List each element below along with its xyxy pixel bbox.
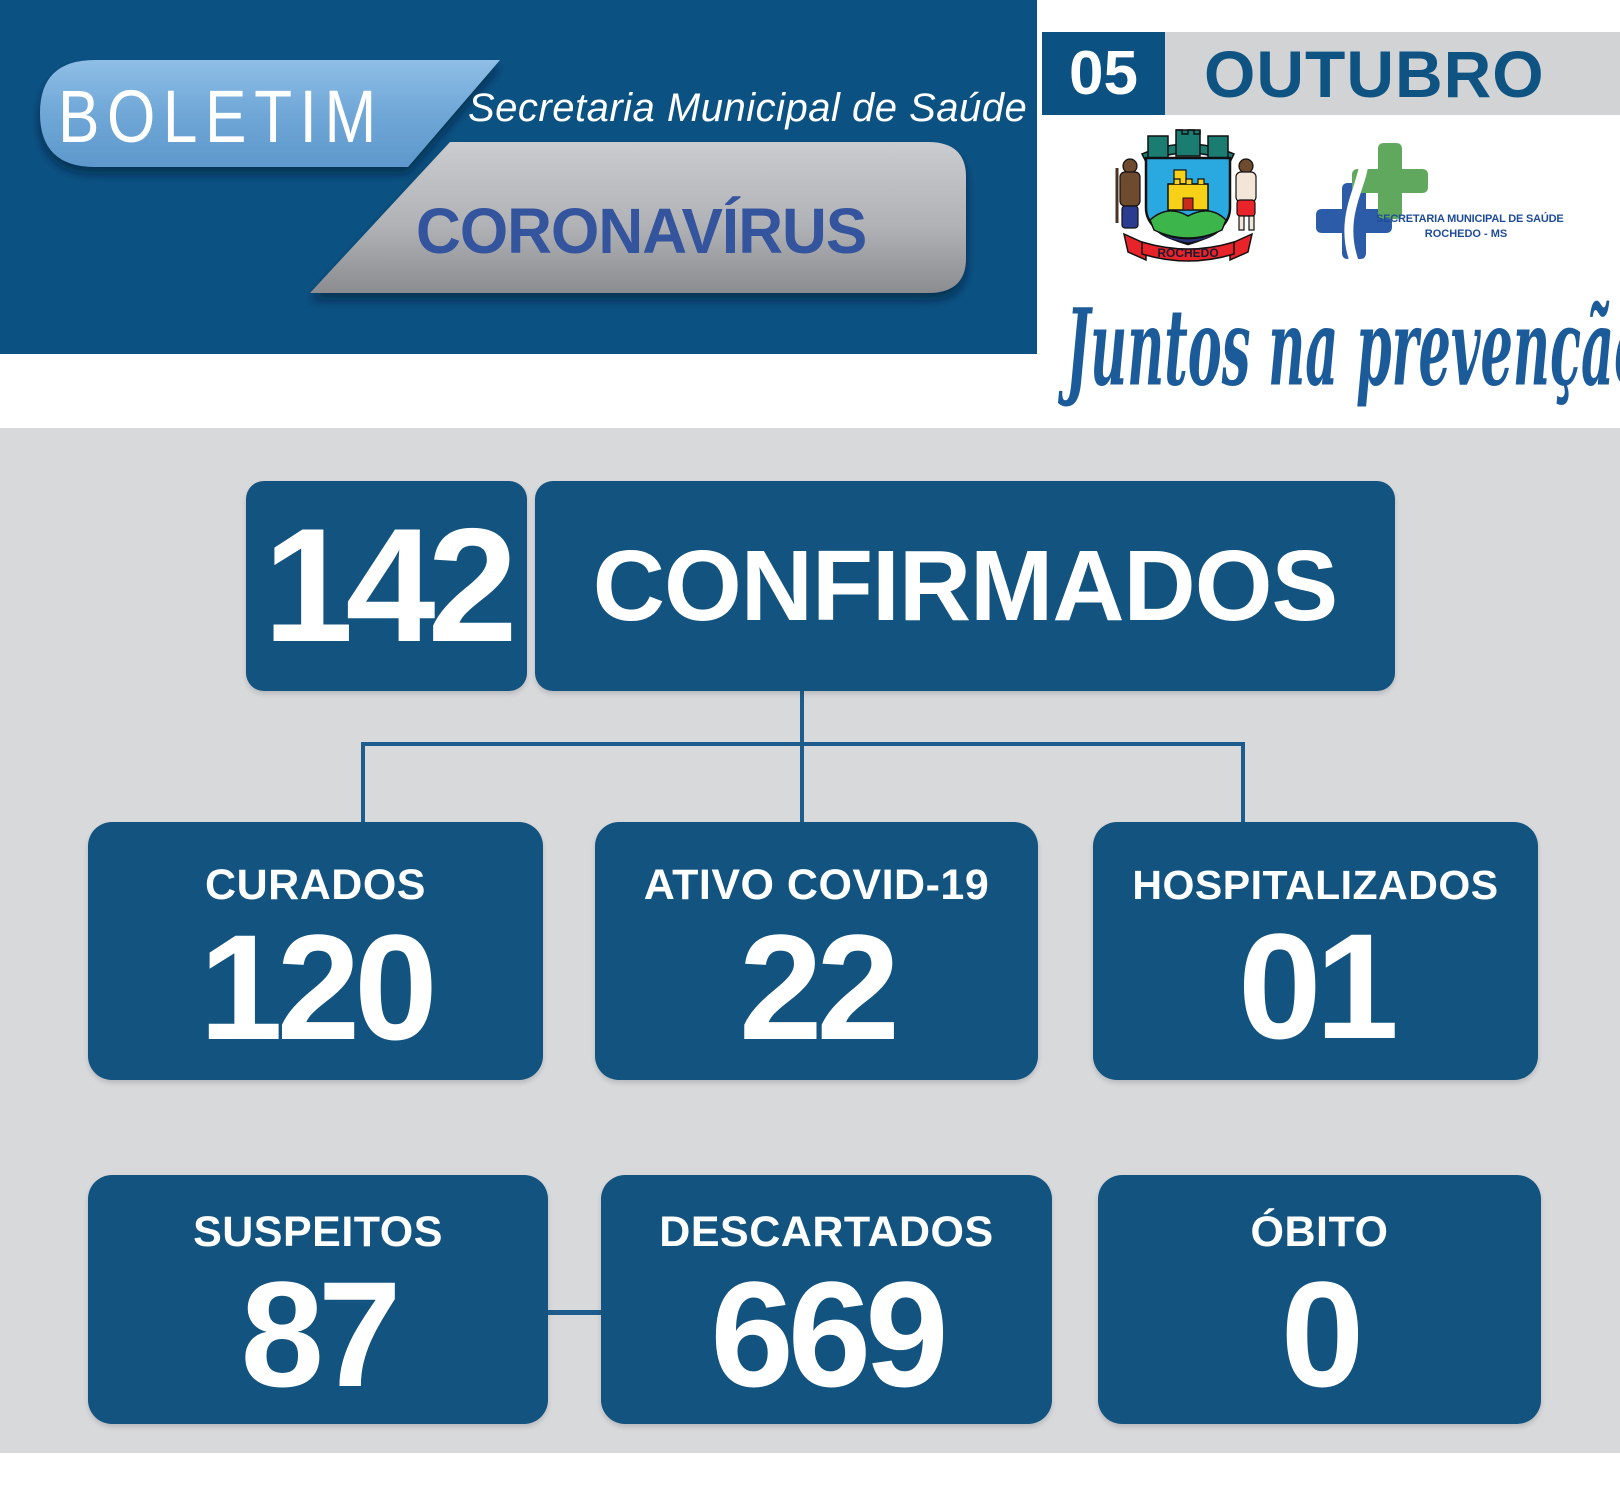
crest-crown-icon: [1140, 129, 1236, 163]
crest-shield: [1144, 156, 1232, 246]
date-day-badge: 05: [1042, 32, 1165, 115]
connector-middle-vertical: [800, 744, 804, 824]
header-subtitle: Secretaria Municipal de Saúde: [468, 86, 1028, 130]
ativo-value: 22: [739, 903, 900, 1072]
slogan-script-text: Juntos na prevenção: [1066, 286, 1620, 411]
descartados-value: 669: [710, 1249, 948, 1418]
rochedo-coat-of-arms: ROCHEDO: [1115, 129, 1257, 262]
crest-banner: ROCHEDO: [1122, 232, 1254, 262]
suspeitos-label: SUSPEITOS: [193, 1207, 443, 1256]
stat-box-descartados: DESCARTADOS 669: [601, 1175, 1052, 1424]
coronavirus-title: CORONAVÍRUS: [416, 195, 867, 267]
header-band: BOLETIM Secretaria Municipal de Saúde CO…: [0, 0, 1037, 354]
date-month-label: OUTUBRO: [1204, 37, 1545, 111]
confirmed-label-box: CONFIRMADOS: [535, 481, 1395, 691]
blue-cross-icon: [1316, 183, 1392, 259]
sms-name-line1: SECRETARIA MUNICIPAL DE SAÚDE: [1376, 213, 1564, 225]
connector-left-vertical: [361, 744, 365, 824]
health-secretariat-name: SECRETARIA MUNICIPAL DE SAÚDE ROCHEDO - …: [1376, 212, 1564, 242]
connector-suspeitos-descartados: [546, 1310, 603, 1315]
sms-name-line2: ROCHEDO - MS: [1424, 227, 1508, 240]
confirmed-total-box: 142: [246, 481, 527, 691]
crest-banner-text: ROCHEDO: [1157, 246, 1218, 260]
green-cross-icon: [1352, 143, 1428, 219]
confirmed-total-value: 142: [263, 495, 517, 677]
connector-right-vertical: [1241, 744, 1245, 824]
hospitalizados-value: 01: [1238, 902, 1399, 1071]
stat-box-hospitalizados: HOSPITALIZADOS 01: [1093, 822, 1538, 1080]
health-secretariat-logo: [1316, 141, 1428, 263]
crest-left-figure: [1115, 158, 1141, 229]
hospitalizados-label: HOSPITALIZADOS: [1132, 862, 1499, 909]
crest-right-figure: [1235, 158, 1257, 231]
curados-value: 120: [199, 903, 437, 1072]
connector-top-vertical: [800, 690, 804, 744]
obito-value: 0: [1280, 1249, 1364, 1418]
coronavirus-ribbon: [310, 142, 966, 293]
obito-label: ÓBITO: [1250, 1207, 1389, 1256]
confirmed-label: CONFIRMADOS: [592, 529, 1339, 642]
stat-box-obito: ÓBITO 0: [1098, 1175, 1541, 1424]
suspeitos-value: 87: [240, 1249, 402, 1418]
logo-swoosh: [1344, 141, 1369, 263]
ativo-label: ATIVO COVID-19: [643, 861, 990, 910]
stat-box-ativo-covid: ATIVO COVID-19 22: [595, 822, 1038, 1080]
stat-box-curados: CURADOS 120: [88, 822, 543, 1080]
stat-box-suspeitos: SUSPEITOS 87: [88, 1175, 548, 1424]
boletim-title: BOLETIM: [58, 75, 384, 158]
boletim-ribbon: [40, 60, 500, 167]
descartados-label: DESCARTADOS: [659, 1207, 994, 1256]
header-ribbons-graphic: [40, 60, 966, 293]
curados-label: CURADOS: [205, 861, 426, 910]
